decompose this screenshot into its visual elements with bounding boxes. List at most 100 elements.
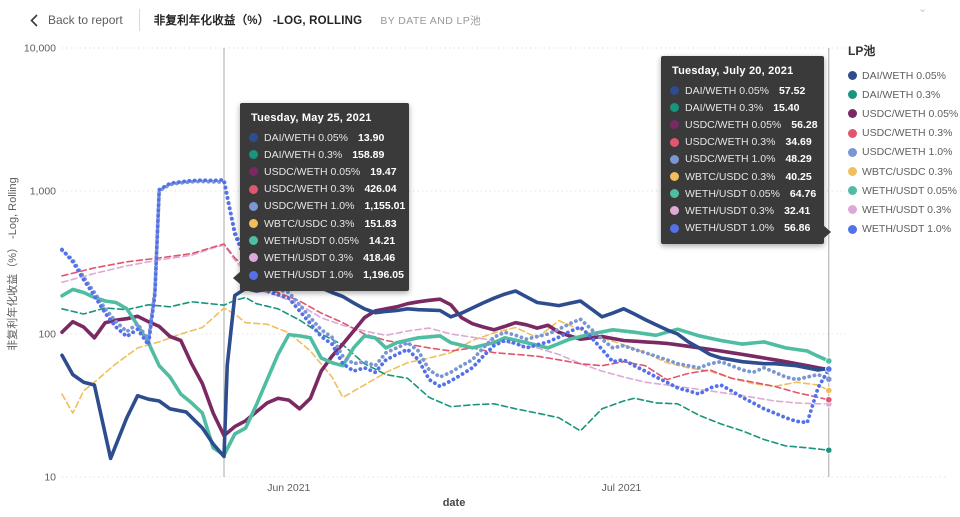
x-tick-label: Jun 2021: [267, 482, 310, 494]
x-tick-label: Jul 2021: [602, 482, 642, 494]
tooltip-series-value: 57.52: [779, 84, 806, 97]
legend-item-usdc-weth-1-0-[interactable]: USDC/WETH 1.0%: [848, 143, 958, 162]
legend-item-label: DAI/WETH 0.3%: [862, 88, 941, 101]
series-dot-icon: [249, 270, 258, 280]
legend-item-dai-weth-0-3-[interactable]: DAI/WETH 0.3%: [848, 85, 958, 104]
tooltip-series-label: USDC/WETH 0.3%: [264, 183, 355, 196]
tooltip-row: DAI/WETH 0.3% 15.40: [670, 99, 814, 116]
series-line-weth-usdt-0-05-[interactable]: [60, 287, 831, 458]
tooltip-series-value: 19.47: [370, 165, 397, 178]
legend-item-weth-usdt-0-3-[interactable]: WETH/USDT 0.3%: [848, 200, 958, 219]
tooltip-series-value: 14.21: [368, 234, 396, 247]
tooltip-row: DAI/WETH 0.05% 57.52: [670, 82, 814, 99]
tooltip-series-value: 1,196.05: [363, 269, 404, 282]
series-dot-icon: [670, 86, 679, 96]
tooltip-series-value: 158.89: [352, 148, 385, 161]
y-tick-label: 1,000: [30, 186, 56, 198]
series-dot-icon: [670, 172, 679, 182]
top-bar: Back to report 非复利年化收益（%） -LOG, ROLLING …: [0, 0, 960, 40]
legend-dot-icon: [848, 205, 857, 215]
tooltip-series-label: WETH/USDT 1.0%: [264, 269, 354, 282]
tooltip-series-label: WBTC/USDC 0.3%: [264, 217, 355, 230]
y-tick-label: 10: [44, 472, 56, 484]
legend-item-usdc-weth-0-05-[interactable]: USDC/WETH 0.05%: [848, 104, 958, 123]
tooltip-series-value: 1,155.01: [364, 200, 406, 213]
tooltip-may25: Tuesday, May 25, 2021 DAI/WETH 0.05% 13.9…: [233, 103, 409, 291]
legend-dot-icon: [848, 167, 857, 177]
tooltip-row: WETH/USDT 1.0% 56.86: [670, 220, 814, 237]
back-button[interactable]: Back to report: [30, 13, 123, 27]
tooltip-row: WETH/USDT 0.3% 32.41: [670, 202, 814, 219]
legend-item-dai-weth-0-05-[interactable]: DAI/WETH 0.05%: [848, 66, 958, 85]
legend-dot-icon: [848, 71, 857, 81]
tooltip-pointer: [233, 270, 241, 285]
series-dot-icon: [249, 236, 258, 246]
tooltip-series-label: USDC/WETH 0.05%: [685, 118, 782, 131]
tooltip-series-label: WETH/USDT 1.0%: [685, 222, 775, 235]
legend-dot-icon: [848, 224, 857, 234]
tooltip-series-label: WBTC/USDC 0.3%: [685, 170, 776, 183]
tooltip-jul20: Tuesday, July 20, 2021 DAI/WETH 0.05% 57.…: [661, 56, 831, 244]
legend-item-wbtc-usdc-0-3-[interactable]: WBTC/USDC 0.3%: [848, 162, 958, 181]
tooltip-row: USDC/WETH 0.3% 34.69: [670, 134, 814, 151]
series-line-weth-usdt-1-0-[interactable]: [60, 177, 831, 425]
tooltip-row: USDC/WETH 0.3% 426.04: [249, 181, 399, 198]
series-line-usdc-weth-0-05-[interactable]: [60, 297, 831, 438]
legend-item-usdc-weth-0-3-[interactable]: USDC/WETH 0.3%: [848, 124, 958, 143]
tooltip-row: DAI/WETH 0.3% 158.89: [249, 146, 399, 163]
series-dot-icon: [670, 154, 679, 164]
legend-item-label: USDC/WETH 0.05%: [862, 107, 959, 120]
tooltip-series-value: 34.69: [785, 136, 812, 149]
tooltip-row: WETH/USDT 0.05% 64.76: [670, 185, 816, 202]
tooltip-series-value: 48.29: [785, 153, 812, 166]
tooltip-series-label: WETH/USDT 0.3%: [264, 251, 354, 264]
tooltip-series-value: 418.46: [363, 251, 396, 264]
tooltip-series-label: DAI/WETH 0.3%: [685, 101, 764, 114]
page-title: 非复利年化收益（%） -LOG, ROLLING: [153, 15, 363, 27]
chart-menu-icon[interactable]: ⌄: [918, 3, 928, 15]
legend-item-label: USDC/WETH 0.3%: [862, 127, 953, 140]
series-line-usdc-weth-1-0-[interactable]: [60, 179, 831, 382]
legend-item-weth-usdt-0-05-[interactable]: WETH/USDT 0.05%: [848, 181, 958, 200]
tooltip-series-label: USDC/WETH 1.0%: [685, 153, 776, 166]
legend-item-label: WBTC/USDC 0.3%: [862, 165, 953, 178]
tooltip-series-label: USDC/WETH 0.05%: [264, 165, 361, 178]
tooltip-row: USDC/WETH 1.0% 48.29: [670, 151, 814, 168]
series-end-marker-usdc-weth-1-0-: [825, 375, 833, 383]
series-dot-icon: [249, 167, 258, 177]
tooltip-series-label: USDC/WETH 1.0%: [264, 200, 355, 213]
series-end-marker-weth-usdt-0-05-: [825, 357, 833, 365]
series-line-usdc-weth-0-3-[interactable]: [61, 243, 830, 401]
series-end-marker-dai-weth-0-3-: [825, 446, 833, 454]
series-dot-icon: [249, 219, 258, 229]
y-tick-label: 10,000: [24, 43, 56, 55]
legend-item-label: USDC/WETH 1.0%: [862, 146, 953, 159]
series-line-dai-weth-0-3-[interactable]: [61, 296, 830, 452]
legend-dot-icon: [848, 90, 857, 100]
legend-items: DAI/WETH 0.05% DAI/WETH 0.3% USDC/WETH 0.0…: [848, 66, 958, 239]
legend-item-weth-usdt-1-0-[interactable]: WETH/USDT 1.0%: [848, 220, 958, 239]
series-line-dai-weth-0-05-[interactable]: [60, 282, 831, 461]
legend-dot-icon: [848, 186, 857, 196]
series-dot-icon: [249, 184, 258, 194]
series-dot-icon: [670, 189, 679, 199]
tooltip-row: USDC/WETH 1.0% 1,155.01: [249, 198, 405, 215]
series-line-wbtc-usdc-0-3-[interactable]: [61, 307, 830, 414]
series-line-weth-usdt-0-3-[interactable]: [61, 244, 830, 405]
legend-dot-icon: [848, 147, 857, 157]
series-dot-icon: [249, 133, 258, 143]
tooltip-series-value: 64.76: [789, 187, 817, 200]
x-axis-title: date: [442, 497, 466, 509]
back-chevron-icon: [30, 13, 38, 27]
tooltip-series-label: WETH/USDT 0.05%: [264, 234, 359, 247]
tooltip-row: WETH/USDT 1.0% 1,196.05: [249, 267, 404, 284]
tooltip-series-label: WETH/USDT 0.05%: [685, 187, 780, 200]
series-dot-icon: [670, 223, 679, 233]
tooltip-row: WETH/USDT 0.3% 418.46: [249, 249, 399, 266]
tooltip-series-value: 15.40: [773, 101, 800, 114]
tooltip-row: DAI/WETH 0.05% 13.90: [249, 129, 399, 146]
tooltip-series-label: DAI/WETH 0.05%: [264, 131, 349, 144]
series-dot-icon: [249, 253, 258, 263]
